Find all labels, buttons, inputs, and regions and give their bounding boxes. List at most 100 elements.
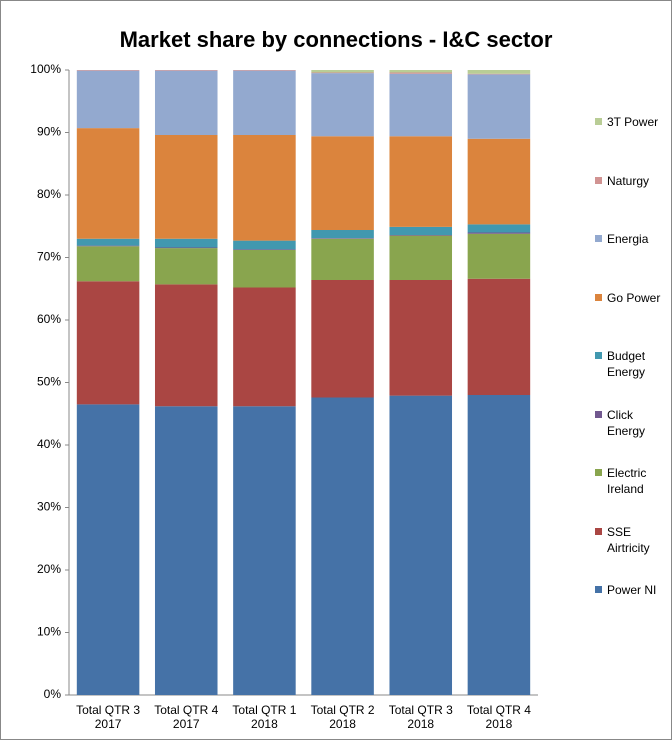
legend-entry-text: Electric Ireland [607, 466, 647, 496]
bar-segment [467, 73, 531, 75]
y-tick-label: 50% [37, 375, 61, 389]
bar-segment [311, 238, 374, 280]
legend-entry-text: Naturgy [607, 173, 650, 188]
bar-segment [389, 136, 453, 227]
y-tick-label: 30% [37, 500, 61, 514]
bar-segment [76, 404, 140, 695]
x-tick-label: Total QTR 4 2017 [149, 703, 223, 731]
x-tick-label: Total QTR 4 2018 [462, 703, 536, 731]
y-tick-label: 90% [37, 125, 61, 139]
y-tick-label: 10% [37, 625, 61, 639]
bar-segment [154, 238, 218, 248]
y-tick-label: 100% [30, 62, 61, 76]
legend-marker [595, 176, 602, 184]
legend-entry: Electric Ireland [595, 465, 669, 497]
bar-segment [467, 138, 531, 225]
bar-segment [154, 247, 218, 249]
bar-segment [154, 284, 218, 407]
x-tick-label: Total QTR 1 2018 [227, 703, 301, 731]
legend-entry-text: Budget Energy [607, 349, 646, 379]
x-tick-label: Total QTR 3 2018 [384, 703, 458, 731]
legend-entry-text: Click Energy [607, 407, 646, 438]
y-tick-label: 70% [37, 250, 61, 264]
chart-title: Market share by connections - I&C sector [120, 27, 553, 52]
bar-segment [233, 249, 296, 250]
bar-segment [389, 235, 453, 236]
bar-segment [76, 281, 140, 405]
bar-segment [76, 238, 140, 246]
bar-segment [311, 397, 374, 695]
bar-segment [311, 280, 374, 398]
bar-segment [76, 246, 140, 282]
x-tick-label-text: Total QTR 1 2018 [232, 703, 297, 731]
legend-entry: Power NI [595, 582, 669, 598]
bar-segment [467, 224, 531, 233]
legend-marker [595, 352, 602, 359]
bar-segment [311, 70, 374, 73]
bar-segment [233, 70, 296, 135]
legend-entry-text: Power NI [607, 583, 657, 597]
x-tick-label-text: Total QTR 3 2018 [388, 703, 453, 731]
legend-entry: Naturgy [595, 173, 669, 189]
bar-segment [154, 248, 218, 285]
legend-entry-text: Energia [607, 232, 649, 246]
bar-segment [154, 406, 218, 695]
bar-segment [233, 250, 296, 288]
x-tick-label-text: Total QTR 2 2018 [310, 703, 375, 731]
y-tick-label: 80% [37, 187, 61, 201]
bar-segment [233, 287, 296, 407]
bar-segment [389, 235, 453, 280]
bar-segment [154, 135, 218, 239]
bar-segment [467, 74, 531, 139]
bar-segment [389, 72, 453, 74]
legend-entry: 3T Power [595, 114, 669, 130]
legend-marker [595, 586, 602, 593]
bar-segment [233, 406, 296, 695]
bar-segment [311, 230, 374, 239]
legend-marker [595, 293, 602, 301]
legend-entry: Budget Energy [595, 348, 669, 380]
y-tick-label: 0% [44, 687, 62, 701]
bar-segment [154, 70, 218, 71]
legend-entry: Energia [595, 231, 669, 247]
bar-segment [233, 70, 296, 71]
bar-segment [467, 70, 531, 74]
x-tick-label: Total QTR 3 2017 [71, 703, 145, 731]
bar-segment [389, 73, 453, 137]
bar-segment [76, 70, 140, 129]
bar-segment [467, 278, 531, 395]
bar-segment [233, 135, 296, 241]
bar-segment [467, 395, 531, 695]
y-tick-label: 20% [37, 562, 61, 576]
x-tick-label: Total QTR 2 2018 [306, 703, 380, 731]
legend-marker [595, 469, 602, 476]
legend-entry-text: 3T Power [607, 115, 659, 129]
legend-entry-text: SSE Airtricity [607, 524, 650, 555]
x-tick-label-text: Total QTR 3 2017 [76, 703, 141, 731]
bar-segment [389, 70, 453, 73]
bar-segment [76, 245, 140, 247]
bar-segment [389, 280, 453, 396]
legend-marker [595, 410, 602, 418]
bar-segment [311, 238, 374, 239]
bar-segment [311, 136, 374, 230]
bar-segment [76, 70, 140, 71]
bar-segment [467, 232, 531, 234]
x-tick-label-text: Total QTR 4 2018 [466, 703, 531, 731]
bar-segment [311, 73, 374, 137]
bar-segment [154, 70, 218, 135]
legend-marker [595, 235, 602, 242]
bar-segment [467, 233, 531, 279]
legend-entry: SSE Airtricity [595, 524, 669, 556]
y-tick-label: 60% [37, 312, 61, 326]
legend-marker [595, 118, 602, 125]
legend-marker [595, 527, 602, 535]
legend-entry: Click Energy [595, 407, 669, 439]
bar-segment [311, 72, 374, 74]
x-tick-label-text: Total QTR 4 2017 [154, 703, 219, 731]
bar-segment [233, 240, 296, 250]
bar-segment [389, 226, 453, 235]
legend-entry-text: Go Power [607, 290, 661, 305]
